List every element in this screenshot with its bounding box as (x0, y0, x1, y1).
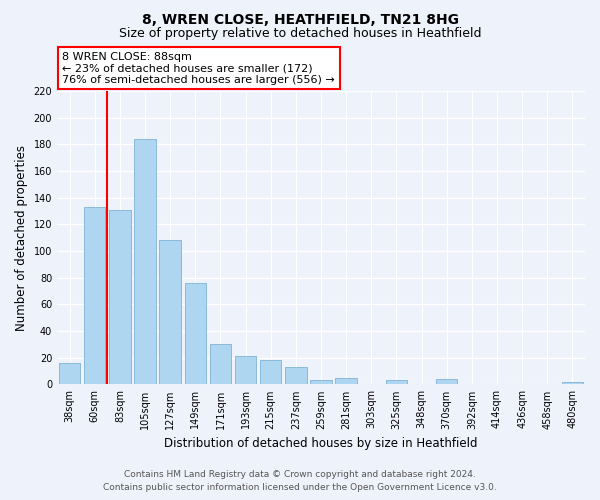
Bar (84, 207, 106, 384)
Bar (134, 139, 156, 384)
Bar (59, 363, 80, 384)
Bar (285, 367, 307, 384)
Bar (436, 379, 457, 384)
Bar (310, 380, 332, 384)
Bar (562, 382, 583, 384)
X-axis label: Distribution of detached houses by size in Heathfield: Distribution of detached houses by size … (164, 437, 478, 450)
Bar (386, 380, 407, 384)
Text: 8, WREN CLOSE, HEATHFIELD, TN21 8HG: 8, WREN CLOSE, HEATHFIELD, TN21 8HG (142, 12, 458, 26)
Text: 8 WREN CLOSE: 88sqm
← 23% of detached houses are smaller (172)
76% of semi-detac: 8 WREN CLOSE: 88sqm ← 23% of detached ho… (62, 52, 335, 85)
Bar (210, 344, 231, 385)
Text: Size of property relative to detached houses in Heathfield: Size of property relative to detached ho… (119, 28, 481, 40)
Bar (160, 240, 181, 384)
Bar (185, 283, 206, 384)
Y-axis label: Number of detached properties: Number of detached properties (15, 144, 28, 330)
Bar (260, 360, 281, 384)
Bar (235, 356, 256, 384)
Text: Contains HM Land Registry data © Crown copyright and database right 2024.
Contai: Contains HM Land Registry data © Crown c… (103, 470, 497, 492)
Bar (109, 210, 131, 384)
Bar (335, 378, 357, 384)
